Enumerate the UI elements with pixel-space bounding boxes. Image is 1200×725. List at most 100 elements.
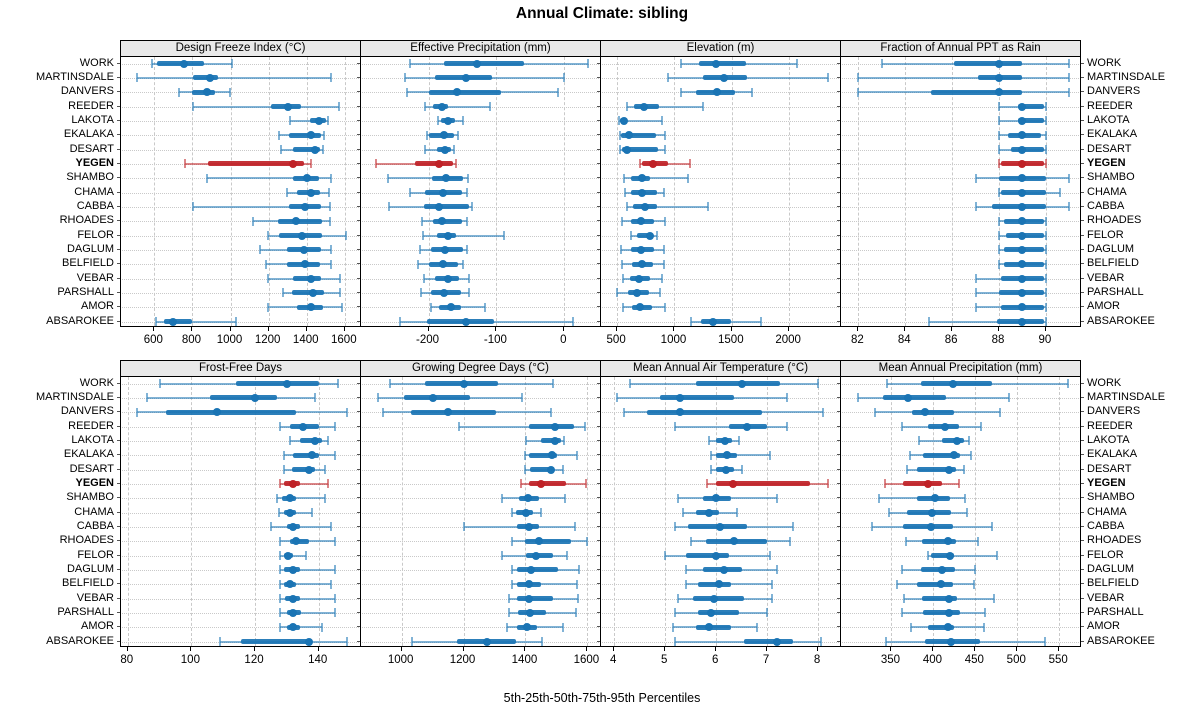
axis-tick <box>524 647 526 651</box>
station-label-left: PARSHALL <box>57 285 114 298</box>
horizontal-gridline <box>362 512 599 514</box>
station-label-right: CHAMA <box>1087 505 1127 518</box>
row-axis-tick <box>357 583 360 585</box>
range-cap-5th <box>676 594 679 603</box>
range-cap-5th <box>510 565 513 575</box>
axis-tick-label: 84 <box>897 334 911 346</box>
interquartile-bar <box>941 438 964 444</box>
range-cap-95th <box>963 465 966 474</box>
range-cap-95th <box>330 579 333 589</box>
percentile-range-line <box>667 76 829 79</box>
interquartile-bar <box>698 610 740 616</box>
range-cap-5th <box>405 87 408 97</box>
axis-tick <box>267 327 269 331</box>
range-cap-95th <box>655 231 658 240</box>
range-cap-5th <box>623 188 626 197</box>
row-axis-tick <box>837 382 840 384</box>
median-dot <box>946 551 955 560</box>
median-dot <box>1018 188 1027 197</box>
median-dot <box>300 260 309 269</box>
horizontal-gridline <box>842 307 1079 309</box>
row-axis-tick <box>357 234 360 236</box>
range-cap-95th <box>330 173 333 183</box>
percentile-range-line <box>280 482 329 485</box>
interquartile-bar <box>292 290 324 296</box>
median-dot <box>1018 202 1027 211</box>
range-cap-5th <box>178 87 181 97</box>
row-axis-tick <box>837 306 840 308</box>
row-axis-tick <box>597 134 600 136</box>
row-axis-tick <box>1081 248 1084 250</box>
vertical-gridline <box>614 377 616 646</box>
row-axis-tick <box>597 119 600 121</box>
row-axis-tick <box>357 277 360 279</box>
median-dot <box>551 436 560 445</box>
range-cap-5th <box>422 274 425 283</box>
range-cap-95th <box>228 87 231 97</box>
median-dot <box>305 637 314 646</box>
row-axis-tick <box>357 291 360 293</box>
range-cap-5th <box>285 188 288 197</box>
range-cap-5th <box>903 594 906 603</box>
interquartile-bar <box>903 481 942 487</box>
range-cap-5th <box>684 565 687 575</box>
horizontal-gridline <box>122 584 359 586</box>
range-cap-95th <box>329 245 332 255</box>
range-cap-5th <box>219 637 222 646</box>
row-axis-tick <box>597 291 600 293</box>
row-axis-tick <box>597 220 600 222</box>
row-axis-tick <box>1081 134 1084 136</box>
median-dot <box>931 494 940 503</box>
range-cap-95th <box>457 130 460 140</box>
axis-tick <box>613 647 615 651</box>
range-cap-5th <box>707 436 710 446</box>
median-dot <box>619 116 628 125</box>
range-cap-5th <box>684 579 687 589</box>
range-cap-95th <box>822 407 825 417</box>
interquartile-bar <box>240 639 313 644</box>
range-cap-95th <box>330 522 333 532</box>
row-axis-tick <box>117 626 120 628</box>
range-cap-95th <box>999 407 1002 417</box>
row-axis-tick <box>837 162 840 164</box>
station-label-right: MARTINSDALE <box>1087 70 1166 83</box>
range-cap-5th <box>389 379 392 388</box>
row-axis-tick <box>1081 497 1084 499</box>
row-axis-tick <box>1081 511 1084 513</box>
row-axis-tick <box>837 439 840 441</box>
median-dot <box>1018 317 1027 326</box>
horizontal-gridline <box>842 149 1079 151</box>
row-axis-tick <box>597 306 600 308</box>
range-cap-5th <box>674 637 677 646</box>
median-dot <box>461 317 470 326</box>
interquartile-bar <box>923 452 961 458</box>
panel-plot-area <box>121 377 360 646</box>
percentile-range-line <box>458 425 586 428</box>
panel-plot-area <box>361 377 600 646</box>
station-label-left: RHOADES <box>59 534 114 547</box>
horizontal-gridline <box>362 555 599 557</box>
horizontal-gridline <box>122 455 359 457</box>
row-axis-tick <box>357 525 360 527</box>
horizontal-gridline <box>122 512 359 514</box>
range-cap-95th <box>768 551 771 560</box>
row-axis-tick <box>597 162 600 164</box>
median-dot <box>1018 231 1027 240</box>
horizontal-gridline <box>602 163 839 165</box>
panel-plot-area <box>601 377 840 646</box>
median-dot <box>284 551 293 560</box>
range-cap-95th <box>991 522 994 532</box>
range-cap-5th <box>266 274 269 283</box>
range-cap-5th <box>674 422 677 431</box>
median-dot <box>289 159 298 168</box>
row-axis-tick <box>1081 468 1084 470</box>
station-label-left: SHAMBO <box>66 491 114 504</box>
station-label-right: VEBAR <box>1087 591 1125 604</box>
panel-strip-title: Elevation (m) <box>601 41 840 57</box>
median-dot <box>435 202 444 211</box>
interquartile-bar <box>428 89 501 95</box>
range-cap-95th <box>502 231 505 240</box>
range-cap-95th <box>304 551 307 560</box>
station-label-left: DAGLUM <box>66 242 114 255</box>
station-label-right: VEBAR <box>1087 271 1125 284</box>
